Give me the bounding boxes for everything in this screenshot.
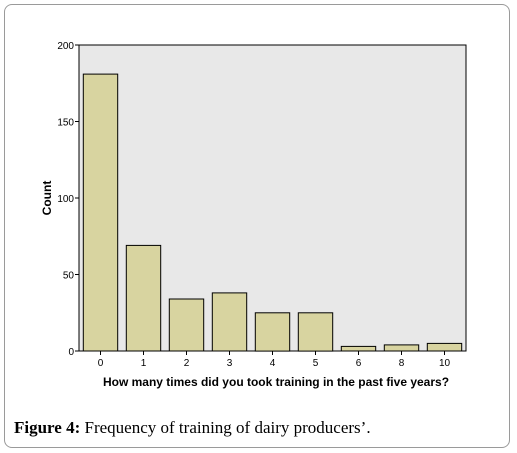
x-tick-label: 4 <box>270 358 276 369</box>
bar-2 <box>168 298 205 352</box>
y-axis: 0 50 100 150 200 <box>57 41 79 358</box>
bar-3 <box>211 292 248 352</box>
bar-6 <box>340 345 377 352</box>
bar-5 <box>297 312 334 352</box>
bar-1 <box>125 244 162 352</box>
y-tick-label: 100 <box>57 194 74 205</box>
x-tick-label: 3 <box>227 358 233 369</box>
figure-caption: Figure 4: Frequency of training of dairy… <box>14 418 494 438</box>
y-tick-label: 50 <box>63 271 75 282</box>
figure-caption-label: Figure 4: <box>14 418 81 437</box>
x-tick-label: 2 <box>184 358 190 369</box>
x-tick-label: 5 <box>313 358 319 369</box>
x-axis: 0 1 2 3 4 5 6 8 10 <box>98 351 451 369</box>
x-tick-label: 0 <box>98 358 104 369</box>
y-axis-label: Count <box>40 181 54 216</box>
bars-group <box>82 73 463 352</box>
x-tick-label: 6 <box>356 358 362 369</box>
bar-chart: 0 50 100 150 200 0 1 2 3 4 5 6 8 10 Count How many t… <box>40 41 467 389</box>
bar-8 <box>383 344 420 352</box>
y-tick-label: 150 <box>57 118 74 129</box>
figure-caption-text: Frequency of training of dairy producers… <box>80 418 371 437</box>
x-axis-label: How many times did you took training in … <box>103 375 449 389</box>
bar-10 <box>426 342 463 352</box>
y-tick-label: 200 <box>57 41 74 52</box>
y-tick-label: 0 <box>68 347 74 358</box>
x-tick-label: 1 <box>141 358 147 369</box>
bar-0 <box>82 73 119 352</box>
bar-4 <box>254 312 291 352</box>
x-tick-label: 8 <box>399 358 405 369</box>
x-tick-label: 10 <box>439 358 451 369</box>
